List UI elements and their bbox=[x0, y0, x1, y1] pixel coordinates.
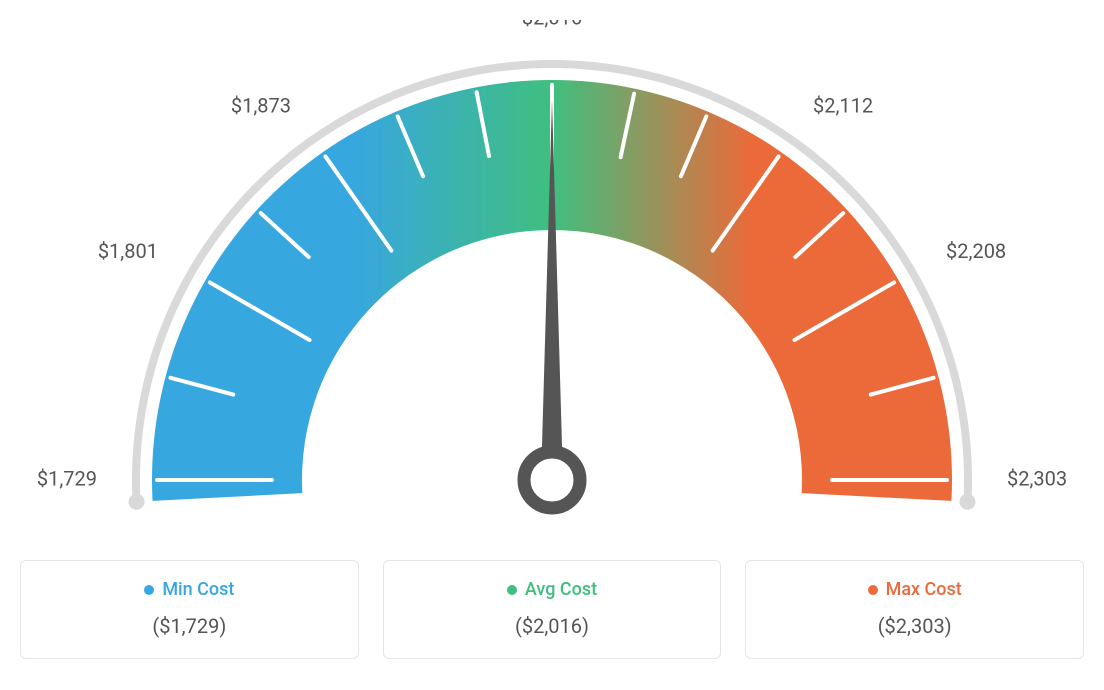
legend-title-max: Max Cost bbox=[868, 579, 962, 600]
legend-title-min: Min Cost bbox=[144, 579, 234, 600]
legend-title-avg: Avg Cost bbox=[507, 579, 597, 600]
legend-card-max: Max Cost ($2,303) bbox=[745, 560, 1084, 659]
svg-text:$2,112: $2,112 bbox=[813, 94, 873, 118]
legend-card-avg: Avg Cost ($2,016) bbox=[383, 560, 722, 659]
svg-text:$2,016: $2,016 bbox=[522, 20, 582, 29]
legend-value-avg: ($2,016) bbox=[404, 614, 701, 638]
svg-text:$2,303: $2,303 bbox=[1007, 466, 1067, 490]
legend-title-text: Max Cost bbox=[886, 579, 962, 600]
legend-value-max: ($2,303) bbox=[766, 614, 1063, 638]
dot-icon bbox=[507, 585, 517, 595]
gauge-svg-wrap: $1,729 $1,801 $1,873 $2,016 $2,112 $2,208 $2,3… bbox=[20, 20, 1084, 520]
legend-row: Min Cost ($1,729) Avg Cost ($2,016) Max … bbox=[20, 560, 1084, 659]
dot-icon bbox=[144, 585, 154, 595]
svg-text:$1,873: $1,873 bbox=[231, 94, 291, 118]
legend-title-text: Min Cost bbox=[162, 579, 234, 600]
legend-title-text: Avg Cost bbox=[525, 579, 597, 600]
dot-icon bbox=[868, 585, 878, 595]
legend-card-min: Min Cost ($1,729) bbox=[20, 560, 359, 659]
cost-gauge-chart: $1,729 $1,801 $1,873 $2,016 $2,112 $2,208 $2,3… bbox=[20, 20, 1084, 659]
legend-value-min: ($1,729) bbox=[41, 614, 338, 638]
svg-text:$1,801: $1,801 bbox=[98, 239, 158, 263]
svg-text:$1,729: $1,729 bbox=[37, 466, 97, 490]
svg-text:$2,208: $2,208 bbox=[946, 239, 1006, 263]
gauge-svg: $1,729 $1,801 $1,873 $2,016 $2,112 $2,208 $2,3… bbox=[20, 20, 1084, 520]
